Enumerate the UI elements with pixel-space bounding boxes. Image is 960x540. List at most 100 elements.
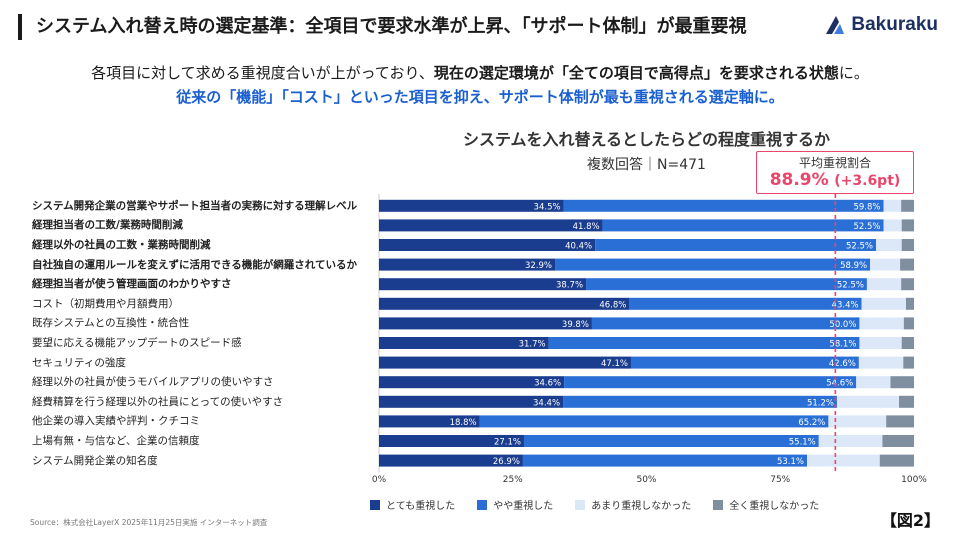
bar-segment xyxy=(602,219,884,232)
average-percent: 88.9% xyxy=(769,170,829,190)
legend-swatch xyxy=(575,499,586,510)
bar-segment xyxy=(870,258,901,271)
bar-segment xyxy=(882,435,914,447)
bar-segment xyxy=(836,395,900,408)
bar-segment xyxy=(586,278,867,291)
bar-segment xyxy=(523,435,819,447)
value-label: 54.6% xyxy=(826,379,853,389)
bar-segment xyxy=(379,395,564,408)
category-label: システム開発企業の営業やサポート担当者の実務に対する理解レベル xyxy=(32,199,358,212)
legend-item: あまり重視しなかった xyxy=(575,497,691,512)
value-label: 47.1% xyxy=(601,359,628,369)
bar-segment xyxy=(856,376,891,389)
bakuraku-logo-icon xyxy=(826,16,845,34)
bar-segment xyxy=(564,376,857,389)
bar-segment xyxy=(379,454,523,467)
x-tick-label: 75% xyxy=(770,475,790,485)
value-label: 18.8% xyxy=(450,418,477,428)
lead-line-1-emphasis: 現在の選定環境が「全ての項目で高得点」を要求される状態 xyxy=(433,64,839,82)
bar-segment xyxy=(828,415,887,428)
legend-item: やや重視した xyxy=(477,497,553,512)
value-label: 50.0% xyxy=(829,320,856,330)
x-tick-label: 50% xyxy=(636,475,656,485)
bar-segment xyxy=(591,317,860,330)
lead-line-2: 従来の「機能」「コスト」といった項目を抑え、サポート体制が最も重視される選定軸に… xyxy=(176,88,784,106)
value-label: 32.9% xyxy=(525,261,552,271)
value-label: 31.7% xyxy=(519,340,546,350)
bar-segment xyxy=(563,395,837,408)
bar-segment xyxy=(903,317,914,330)
bar-segment xyxy=(379,376,565,389)
bar-segment xyxy=(901,278,914,291)
bar-segment xyxy=(629,297,862,310)
value-label: 58.9% xyxy=(840,261,867,271)
page-title: システム入れ替え時の選定基準：全項目で要求水準が上昇、「サポート体制」が最重要視 xyxy=(36,16,747,37)
average-callout: 平均重視割合 88.9% (+3.6pt) xyxy=(756,151,914,194)
bar-segment xyxy=(630,356,859,369)
lead-line-1-part1: 各項目に対して求める重視度合いが上がっており、 xyxy=(91,64,434,82)
logo-text: Bakuraku xyxy=(851,14,938,35)
chart-legend: とても重視した やや重視した あまり重視しなかった 全く重視しなかった xyxy=(370,497,819,512)
category-label: コスト（初期費用や月額費用） xyxy=(32,297,179,310)
bar-segment xyxy=(879,454,914,467)
value-label: 39.8% xyxy=(562,320,589,330)
bar-segment xyxy=(807,454,880,467)
title-accent-bar xyxy=(18,14,22,40)
bar-segment xyxy=(379,356,631,369)
category-label: 経理担当者の工数/業務時間削減 xyxy=(32,219,183,232)
bar-segment xyxy=(563,199,884,212)
bar-segment xyxy=(901,219,914,232)
bar-segment xyxy=(379,337,549,349)
category-label: 自社独自の運用ルールを変えずに活用できる機能が網羅されているか xyxy=(32,258,357,271)
value-label: 46.8% xyxy=(599,300,626,310)
bar-segment xyxy=(905,297,914,310)
bar-segment xyxy=(548,337,860,349)
legend-swatch xyxy=(370,499,380,510)
chart-title: システムを入れ替えるとしたらどの程度重視するか xyxy=(462,130,831,149)
value-label: 43.4% xyxy=(832,300,859,310)
legend-swatch xyxy=(713,499,724,510)
brand-logo: Bakuraku xyxy=(824,14,938,36)
category-label: 上場有無・与信など、企業の信頼度 xyxy=(32,435,200,447)
bar-segment xyxy=(379,278,587,291)
bar-segment xyxy=(379,219,603,232)
value-label: 52.5% xyxy=(846,242,873,252)
bar-segment xyxy=(861,297,906,310)
bar-segment xyxy=(866,278,902,291)
bar-segment xyxy=(379,239,596,251)
value-label: 26.9% xyxy=(493,457,520,467)
lead-line-1: 各項目に対して求める重視度合いが上がっており、現在の選定環境が「全ての項目で高得… xyxy=(0,62,960,83)
category-label: 経費精算を行う経理以外の社員にとっての使いやすさ xyxy=(32,395,284,408)
value-label: 55.1% xyxy=(789,438,816,448)
bar-segment xyxy=(379,199,564,212)
bar-segment xyxy=(901,239,914,251)
legend-item: 全く重視しなかった xyxy=(713,497,819,512)
legend-label: あまり重視しなかった xyxy=(591,501,692,512)
value-label: 41.8% xyxy=(573,222,600,232)
category-label: セキュリティの強度 xyxy=(32,356,126,369)
bar-segment xyxy=(595,239,877,251)
legend-swatch xyxy=(477,499,488,510)
bar-segment xyxy=(379,435,524,447)
bar-segment xyxy=(379,258,556,271)
value-label: 53.1% xyxy=(777,457,804,467)
category-label: 他企業の導入実績や評判・クチコミ xyxy=(32,415,200,428)
bar-segment xyxy=(901,199,914,212)
bar-segment xyxy=(479,415,829,428)
legend-item: とても重視した xyxy=(370,497,455,512)
value-label: 27.1% xyxy=(494,438,521,448)
bar-segment xyxy=(883,219,902,232)
average-delta: (+3.6pt) xyxy=(834,173,901,189)
bar-segment xyxy=(555,258,871,271)
bar-segment xyxy=(883,199,902,212)
value-label: 52.5% xyxy=(837,281,864,291)
value-label: 34.4% xyxy=(533,398,560,408)
legend-label: 全く重視しなかった xyxy=(729,501,820,512)
value-label: 52.5% xyxy=(853,222,880,232)
value-label: 34.5% xyxy=(534,202,561,212)
value-label: 51.2% xyxy=(807,398,834,408)
category-label: 経理担当者が使う管理画面のわかりやすさ xyxy=(32,278,232,291)
value-label: 40.4% xyxy=(565,242,592,252)
bar-segment xyxy=(379,317,592,330)
